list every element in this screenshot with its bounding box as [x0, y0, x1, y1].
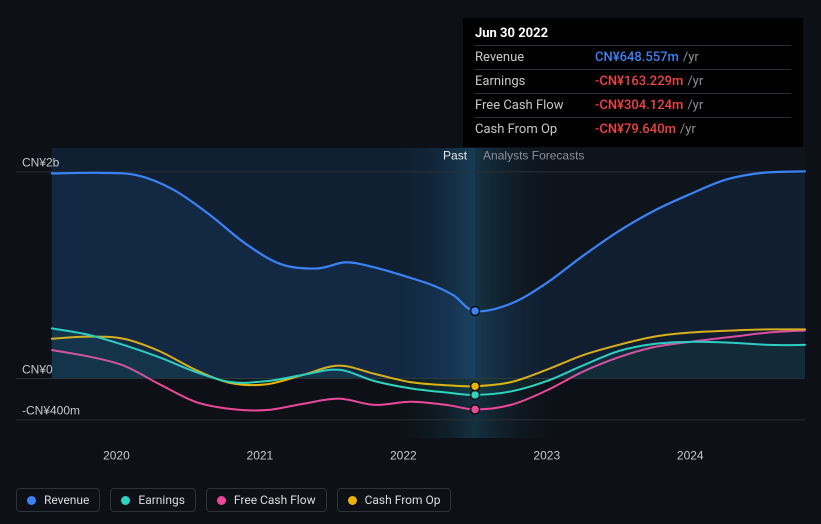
tooltip-suffix: /yr: [680, 122, 696, 137]
legend-label: Revenue: [44, 493, 89, 507]
tooltip-label: Revenue: [475, 50, 595, 65]
tooltip-label: Free Cash Flow: [475, 98, 595, 113]
tooltip-suffix: /yr: [683, 50, 699, 65]
legend-dot-icon: [121, 496, 130, 505]
tooltip-label: Cash From Op: [475, 122, 595, 137]
tooltip-row: RevenueCN¥648.557m/yr: [475, 45, 791, 69]
tooltip-value: -CN¥79.640m: [595, 122, 676, 137]
legend-dot-icon: [27, 496, 36, 505]
legend-item-earnings[interactable]: Earnings: [110, 488, 196, 512]
legend: Revenue Earnings Free Cash Flow Cash From O…: [16, 488, 451, 512]
tooltip-row: Earnings-CN¥163.229m/yr: [475, 69, 791, 93]
legend-dot-icon: [217, 496, 226, 505]
tooltip-title: Jun 30 2022: [475, 26, 791, 45]
legend-item-fcf[interactable]: Free Cash Flow: [206, 488, 327, 512]
tooltip-value: CN¥648.557m: [595, 50, 679, 65]
legend-dot-icon: [348, 496, 357, 505]
chart-tooltip: Jun 30 2022 RevenueCN¥648.557m/yrEarning…: [463, 18, 803, 147]
legend-label: Free Cash Flow: [234, 493, 316, 507]
tooltip-label: Earnings: [475, 74, 595, 89]
tooltip-suffix: /yr: [687, 74, 703, 89]
tooltip-row: Free Cash Flow-CN¥304.124m/yr: [475, 93, 791, 117]
legend-label: Cash From Op: [365, 493, 441, 507]
tooltip-value: -CN¥163.229m: [595, 74, 683, 89]
tooltip-suffix: /yr: [687, 98, 703, 113]
tooltip-value: -CN¥304.124m: [595, 98, 683, 113]
legend-label: Earnings: [138, 493, 185, 507]
legend-item-revenue[interactable]: Revenue: [16, 488, 100, 512]
tooltip-row: Cash From Op-CN¥79.640m/yr: [475, 117, 791, 141]
legend-item-cfo[interactable]: Cash From Op: [337, 488, 452, 512]
